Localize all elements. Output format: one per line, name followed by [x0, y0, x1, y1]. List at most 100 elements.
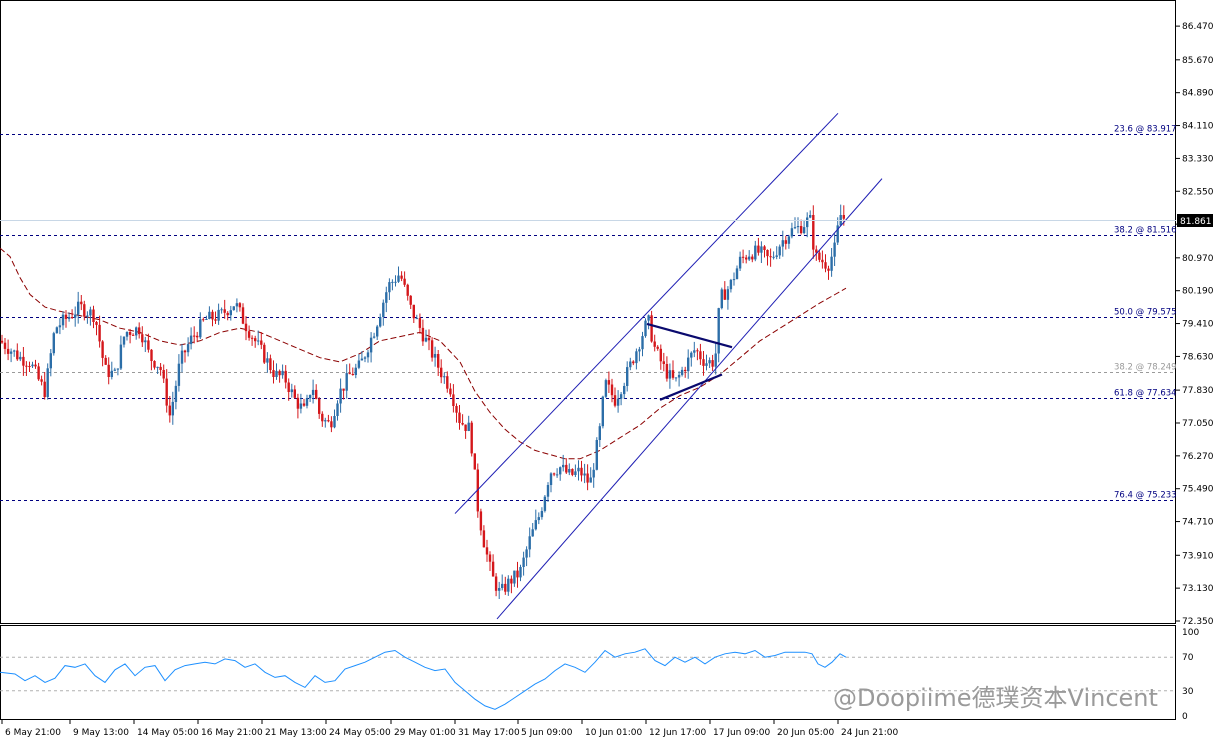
candle-body — [607, 380, 611, 385]
channel-lower-line — [496, 178, 883, 620]
candle-body — [250, 337, 254, 339]
candle-body — [629, 361, 632, 368]
candle-body — [519, 567, 522, 578]
candle-body — [717, 308, 720, 354]
candle-body — [308, 395, 312, 399]
candle-body — [616, 398, 620, 406]
candle-body — [58, 325, 62, 328]
candle-body — [833, 242, 836, 257]
candle-body — [574, 471, 577, 475]
trend-drawings — [454, 112, 883, 620]
candle-body — [531, 529, 534, 537]
candle-body — [440, 367, 443, 378]
candle-body — [415, 318, 418, 320]
candle-body — [281, 370, 284, 376]
candle-body — [369, 337, 373, 353]
candle-body — [757, 245, 760, 253]
candle-body — [443, 376, 446, 378]
candle-body — [95, 322, 98, 325]
candle-body — [98, 324, 101, 342]
y-tick-label: 84.110 — [1182, 122, 1214, 132]
candle-body — [196, 335, 199, 338]
candle-body — [772, 256, 775, 258]
y-tick-label: 83.330 — [1182, 154, 1214, 164]
candle-body — [653, 341, 656, 347]
candle-body — [229, 310, 232, 316]
triangle-upper-line — [646, 322, 733, 349]
y-tick-label: 84.890 — [1182, 89, 1214, 99]
candle-body — [796, 226, 800, 228]
candle-body — [31, 364, 34, 367]
candle-body — [351, 374, 354, 375]
candle-body — [315, 389, 318, 399]
candle-body — [92, 309, 95, 322]
candle-body — [430, 340, 434, 358]
fibonacci-levels: 23.6 @ 83.917 38.2 @ 81.516 50.0 @ 79.575 3… — [0, 125, 1177, 501]
candle-body — [257, 340, 260, 342]
candle-body — [403, 278, 406, 285]
candle-body — [232, 306, 235, 311]
y-tick-label: 77.830 — [1182, 386, 1214, 396]
candle-body — [568, 469, 571, 473]
candle-body — [684, 369, 687, 372]
candle-body — [208, 311, 211, 319]
candle-body — [766, 250, 769, 257]
candle-body — [153, 361, 156, 368]
main-pane-frame — [0, 0, 1176, 624]
candle-body — [458, 412, 461, 423]
candle-body — [214, 319, 217, 321]
candle-body — [665, 364, 669, 379]
candle-body — [345, 373, 348, 391]
y-tick-label: 82.550 — [1182, 187, 1214, 197]
candle-body — [211, 311, 214, 320]
candle-body — [220, 309, 223, 311]
candle-body — [549, 473, 553, 485]
candle-body — [437, 354, 440, 368]
candle-body — [40, 379, 43, 382]
time-axis: 6 May 21:00 9 May 13:00 14 May 05:00 16 May… — [1, 720, 898, 738]
candle-body — [28, 366, 31, 367]
candle-body — [302, 403, 306, 406]
candle-body — [555, 474, 559, 476]
candle-body — [293, 389, 296, 398]
candle-body — [226, 312, 229, 316]
candle-body — [455, 406, 458, 413]
candle-body — [763, 246, 766, 250]
candle-body — [729, 279, 733, 290]
candle-body — [784, 240, 787, 244]
candle-body — [269, 358, 272, 370]
candle-body — [650, 315, 653, 342]
candle-body — [43, 381, 46, 398]
candle-body — [546, 485, 550, 497]
candle-body — [598, 426, 601, 440]
candle-body — [714, 353, 717, 367]
x-tick-label: 31 May 17:00 — [458, 728, 520, 738]
y-tick-label: 75.490 — [1182, 485, 1214, 495]
candle-body — [382, 302, 385, 317]
x-tick-label: 21 May 13:00 — [265, 728, 327, 738]
candle-body — [632, 361, 635, 364]
candle-body — [348, 373, 351, 375]
candle-body — [138, 327, 141, 335]
candle-body — [284, 370, 287, 383]
candle-body — [74, 314, 77, 318]
candle-body — [662, 361, 665, 364]
current-price-label: 81.861 — [1180, 217, 1212, 227]
candle-body — [638, 349, 641, 352]
candle-body — [748, 256, 751, 260]
candle-body — [732, 279, 736, 281]
candle-body — [205, 319, 208, 320]
candle-body — [305, 398, 309, 406]
candle-body — [589, 477, 592, 483]
candle-body — [272, 370, 275, 377]
candle-body — [775, 255, 778, 257]
candle-body — [809, 215, 812, 218]
candle-body — [299, 403, 303, 409]
candle-body — [793, 227, 797, 229]
candle-body — [22, 356, 25, 366]
candle-body — [818, 252, 821, 260]
fib-label: 38.2 @ 78.249 — [1114, 363, 1177, 373]
candle-body — [336, 403, 339, 416]
candle-body — [680, 369, 684, 375]
candle-body — [260, 340, 263, 345]
